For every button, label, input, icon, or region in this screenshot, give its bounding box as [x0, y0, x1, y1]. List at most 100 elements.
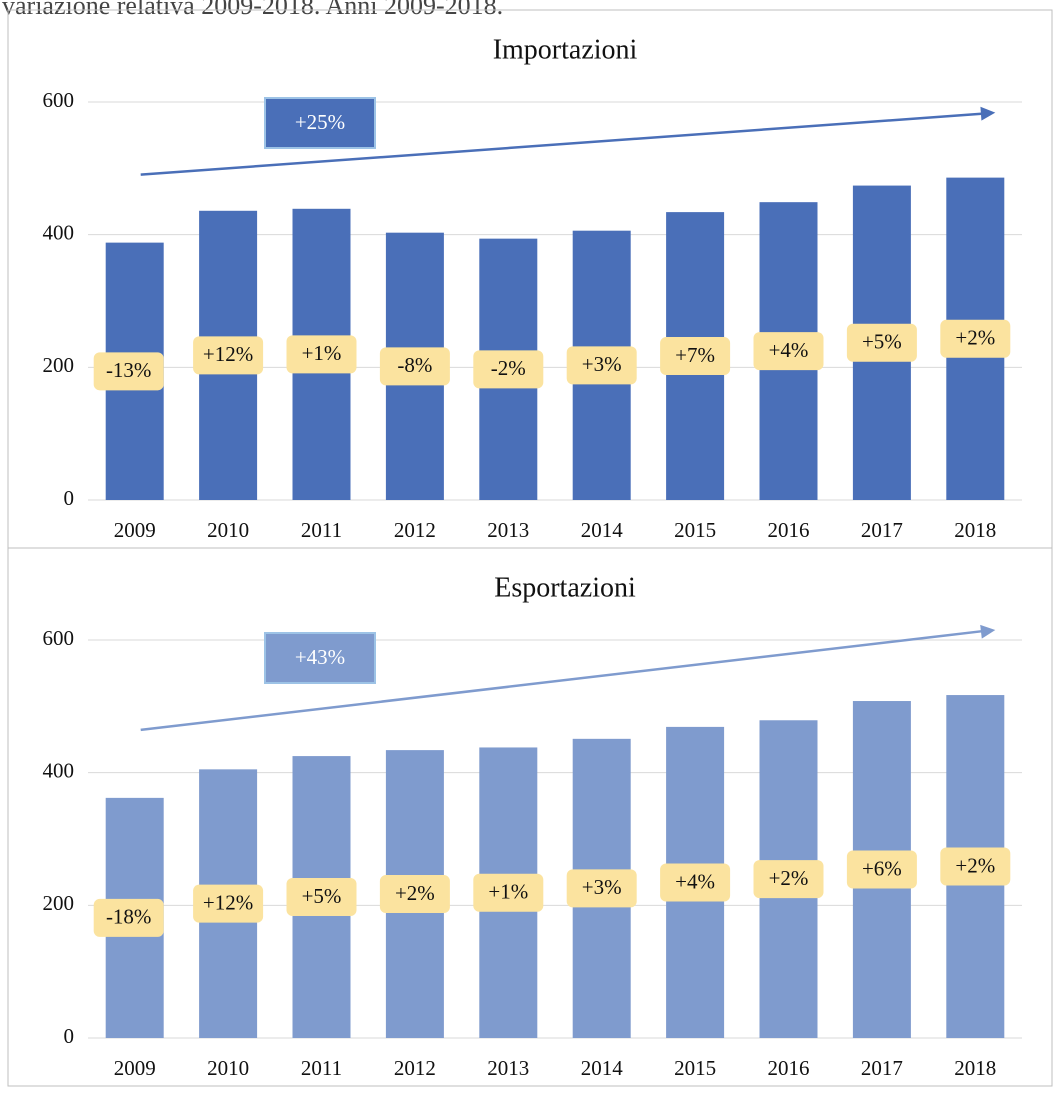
change-label: +4% — [660, 863, 731, 902]
x-tick-label: 2014 — [581, 518, 624, 542]
x-tick-label: 2015 — [674, 518, 716, 542]
change-label: -2% — [473, 350, 544, 389]
change-label: +2% — [753, 860, 824, 899]
change-label: +4% — [753, 332, 824, 371]
change-label-text: +2% — [769, 866, 809, 890]
trend-line — [140, 629, 984, 732]
change-label-box — [660, 337, 731, 376]
y-tick-label: 200 — [43, 891, 75, 915]
x-tick-label: 2013 — [487, 1056, 529, 1080]
change-label-text: +5% — [302, 884, 342, 908]
change-label-box — [846, 323, 917, 362]
change-label: +7% — [660, 337, 731, 376]
change-label-text: +4% — [675, 869, 715, 893]
trend-arrowhead — [980, 624, 996, 639]
change-label-box — [286, 878, 357, 917]
chart-title: Esportazioni — [494, 572, 636, 603]
change-label-box — [566, 346, 637, 385]
y-tick-label: 200 — [43, 353, 75, 377]
change-label: +3% — [566, 869, 637, 908]
change-label: +12% — [193, 884, 264, 923]
change-label-box — [473, 873, 544, 912]
change-label: +2% — [940, 319, 1011, 358]
y-tick-label: 0 — [64, 486, 75, 510]
x-tick-label: 2012 — [394, 518, 436, 542]
x-tick-label: 2018 — [954, 1056, 996, 1080]
change-label: +3% — [566, 346, 637, 385]
x-tick-label: 2010 — [207, 518, 249, 542]
y-tick-label: 600 — [43, 626, 75, 650]
change-label: +2% — [940, 847, 1011, 886]
change-label-text: -2% — [491, 356, 526, 380]
x-tick-label: 2009 — [114, 518, 156, 542]
x-tick-label: 2018 — [954, 518, 996, 542]
trend-line — [140, 112, 984, 176]
change-label-text: +1% — [488, 880, 528, 904]
change-label: -18% — [93, 898, 164, 937]
change-label-text: +4% — [769, 338, 809, 362]
change-label-text: +12% — [203, 342, 253, 366]
change-label-text: +5% — [862, 330, 902, 354]
y-tick-label: 400 — [43, 758, 75, 782]
change-label-box — [753, 332, 824, 371]
change-label-box — [286, 335, 357, 374]
change-label: -8% — [379, 347, 450, 386]
change-label-box — [379, 347, 450, 386]
x-tick-label: 2015 — [674, 1056, 716, 1080]
change-label-box — [193, 884, 264, 923]
change-label: +1% — [473, 873, 544, 912]
change-label-text: +2% — [395, 881, 435, 905]
change-label: +1% — [286, 335, 357, 374]
change-label-text: +6% — [862, 856, 902, 880]
change-label-box — [660, 863, 731, 902]
change-label-text: +3% — [582, 875, 622, 899]
x-tick-label: 2011 — [301, 518, 342, 542]
y-tick-label: 600 — [43, 88, 75, 112]
change-label-box — [940, 847, 1011, 886]
y-tick-label: 0 — [64, 1024, 75, 1048]
change-label-text: +12% — [203, 890, 253, 914]
trend-arrowhead — [980, 106, 996, 121]
trend-box — [264, 632, 376, 684]
change-label: +5% — [846, 323, 917, 362]
change-label-text: -8% — [397, 353, 432, 377]
change-label-box — [566, 869, 637, 908]
trend-box — [264, 97, 376, 149]
x-tick-label: 2016 — [768, 518, 810, 542]
change-label-text: -18% — [106, 905, 152, 929]
x-tick-label: 2017 — [861, 518, 903, 542]
change-label-box — [93, 352, 164, 391]
change-label-text: +2% — [955, 853, 995, 877]
change-label-box — [473, 350, 544, 389]
change-label-box — [753, 860, 824, 899]
trend-label: +43% — [295, 645, 345, 669]
change-label-text: +3% — [582, 352, 622, 376]
change-label-text: -13% — [106, 358, 152, 382]
y-tick-label: 400 — [43, 220, 75, 244]
x-tick-label: 2017 — [861, 1056, 903, 1080]
change-label-box — [193, 336, 264, 375]
x-tick-label: 2009 — [114, 1056, 156, 1080]
change-label-text: +1% — [302, 341, 342, 365]
change-label-text: +2% — [955, 326, 995, 350]
change-label-box — [93, 898, 164, 937]
change-label: -13% — [93, 352, 164, 391]
change-label-box — [846, 850, 917, 889]
x-tick-label: 2016 — [768, 1056, 810, 1080]
change-label: +12% — [193, 336, 264, 375]
panel — [7, 547, 1053, 1087]
x-tick-label: 2013 — [487, 518, 529, 542]
x-tick-label: 2010 — [207, 1056, 249, 1080]
change-label: +2% — [379, 875, 450, 914]
chart-title: Importazioni — [493, 34, 638, 65]
trend-label: +25% — [295, 110, 345, 134]
x-tick-label: 2014 — [581, 1056, 624, 1080]
change-label: +6% — [846, 850, 917, 889]
change-label-box — [379, 875, 450, 914]
change-label: +5% — [286, 878, 357, 917]
change-label-text: +7% — [675, 343, 715, 367]
change-label-box — [940, 319, 1011, 358]
x-tick-label: 2012 — [394, 1056, 436, 1080]
x-tick-label: 2011 — [301, 1056, 342, 1080]
